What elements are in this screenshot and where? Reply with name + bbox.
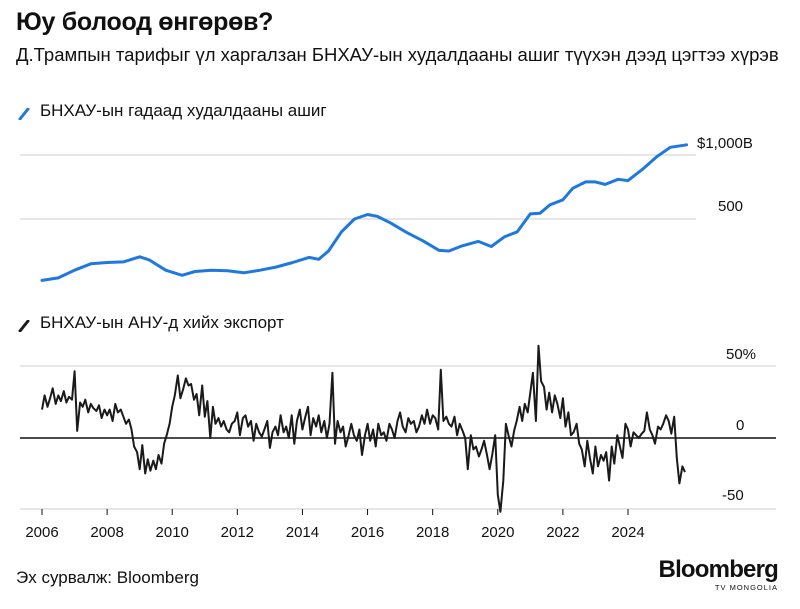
- source-note: Эх сурвалж: Bloomberg: [16, 568, 199, 587]
- x-tick-label: 2010: [156, 524, 189, 541]
- us-exports-series-line: [41, 344, 686, 513]
- brand-name: Bloomberg: [658, 556, 779, 583]
- x-tick-label: 2006: [25, 524, 58, 541]
- x-tick-label: 2018: [416, 524, 449, 541]
- brand-logo: Bloomberg TV MONGOLIA: [658, 556, 779, 593]
- x-tick-label: 2012: [221, 524, 254, 541]
- trade-surplus-series-line: [40, 143, 689, 282]
- legend-us-exports-label: БНХАУ-ын АНУ-д хийх экспорт: [40, 313, 284, 332]
- legend-trade-surplus: БНХАУ-ын гадаад худалдааны ашиг: [18, 101, 327, 121]
- brand-sub: TV MONGOLIA: [714, 583, 778, 592]
- x-tick-label: 2008: [90, 524, 123, 541]
- bottom-y-tick-label: 50%: [726, 346, 756, 363]
- x-tick-label: 2016: [351, 524, 384, 541]
- legend-us-exports-swatch: [18, 317, 30, 333]
- x-tick-label: 2020: [481, 524, 514, 541]
- bottom-y-tick-label: -50: [722, 487, 744, 504]
- top-y-tick-label: 500: [718, 198, 743, 215]
- legend-trade-surplus-label: БНХАУ-ын гадаад худалдааны ашиг: [40, 101, 327, 120]
- chart-subtitle: Д.Трампын тарифыг үл харгалзан БНХАУ-ын …: [16, 44, 779, 65]
- x-tick-label: 2024: [611, 524, 644, 541]
- legend-us-exports: БНХАУ-ын АНУ-д хийх экспорт: [18, 313, 284, 333]
- legend-trade-surplus-swatch: [18, 105, 30, 121]
- x-tick-label: 2022: [546, 524, 579, 541]
- x-tick-label: 2014: [286, 524, 319, 541]
- bottom-y-tick-label: 0: [736, 417, 744, 434]
- chart-title: Юу болоод өнгөрөв?: [16, 8, 274, 36]
- top-y-tick-label: $1,000B: [697, 135, 753, 152]
